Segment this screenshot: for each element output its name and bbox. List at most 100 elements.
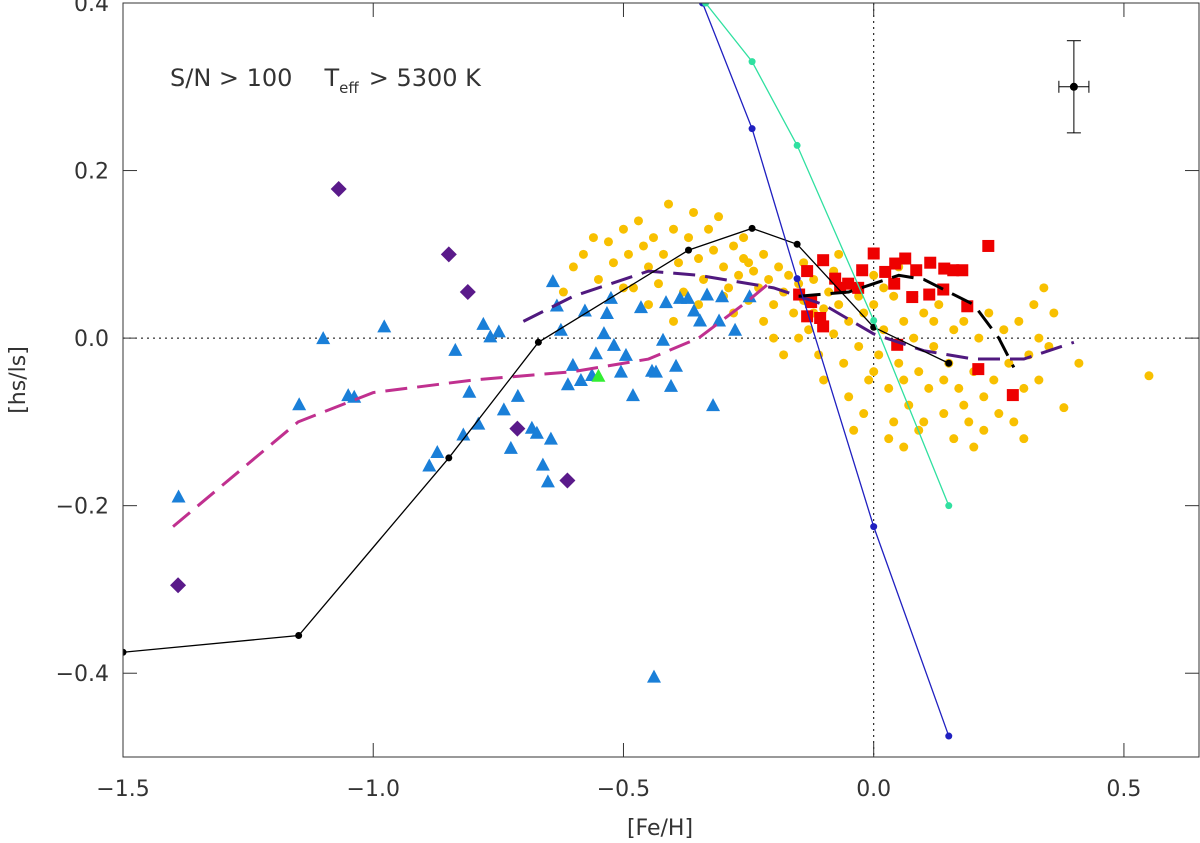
- line-point: [702, 3, 710, 7]
- point: [706, 398, 721, 412]
- point: [844, 392, 854, 402]
- point: [919, 308, 929, 318]
- point: [834, 300, 844, 310]
- error-point: [1069, 82, 1078, 91]
- line-point: [793, 141, 801, 149]
- point: [839, 358, 849, 368]
- y-tick-label: −0.4: [56, 662, 109, 687]
- point: [1034, 333, 1044, 343]
- point: [1029, 300, 1039, 310]
- point: [503, 440, 518, 454]
- point: [947, 264, 960, 277]
- point: [471, 416, 486, 430]
- point: [949, 434, 959, 444]
- point: [874, 350, 884, 360]
- point: [535, 457, 550, 471]
- point: [924, 256, 937, 269]
- point: [1004, 358, 1014, 368]
- point: [974, 333, 984, 343]
- point: [1014, 316, 1024, 326]
- point: [938, 262, 951, 275]
- point: [573, 373, 588, 386]
- point: [170, 577, 187, 594]
- point: [684, 233, 694, 243]
- annotation-part: > 5300 K: [369, 64, 482, 92]
- point: [829, 329, 839, 339]
- point: [693, 313, 708, 327]
- line: [172, 278, 775, 528]
- point: [819, 375, 829, 385]
- point: [937, 283, 950, 296]
- point: [459, 284, 476, 301]
- point: [664, 378, 679, 392]
- y-tick-label: −0.2: [56, 495, 109, 520]
- point: [879, 325, 889, 335]
- point: [648, 233, 658, 243]
- point: [879, 283, 889, 293]
- point: [669, 358, 684, 372]
- point: [817, 254, 830, 267]
- point: [689, 207, 699, 217]
- point: [559, 472, 576, 489]
- point: [638, 241, 648, 251]
- point: [984, 308, 994, 318]
- point: [899, 316, 909, 326]
- point: [491, 324, 506, 338]
- point: [819, 304, 829, 314]
- point: [979, 392, 989, 402]
- point: [869, 367, 879, 377]
- point: [910, 264, 923, 277]
- x-axis-label: [Fe/H]: [627, 816, 693, 841]
- point: [849, 425, 859, 435]
- x-tick-label: −1.0: [347, 777, 400, 802]
- plot-frame: [122, 2, 1200, 758]
- point: [593, 274, 603, 284]
- line-point: [945, 502, 953, 510]
- point: [1019, 434, 1029, 444]
- point: [864, 375, 874, 385]
- point: [899, 375, 909, 385]
- point: [934, 300, 944, 310]
- annotation-part: eff: [339, 79, 359, 97]
- point: [664, 199, 674, 209]
- point: [929, 341, 939, 351]
- point: [842, 277, 855, 290]
- point: [714, 212, 724, 222]
- plot-area: [123, 3, 1199, 757]
- point: [769, 300, 779, 310]
- point: [577, 303, 592, 317]
- point: [889, 417, 899, 427]
- line-point: [748, 58, 756, 66]
- point: [899, 442, 909, 452]
- point: [774, 262, 784, 272]
- point: [856, 264, 869, 277]
- line-point: [870, 523, 878, 531]
- point: [956, 264, 969, 277]
- line-point: [445, 454, 453, 462]
- point: [596, 326, 611, 340]
- annotation-part: S/N > 100: [170, 64, 292, 92]
- point: [939, 409, 949, 419]
- point: [888, 277, 901, 290]
- point: [669, 316, 679, 326]
- point: [799, 258, 809, 268]
- point: [972, 363, 985, 376]
- point: [659, 295, 674, 309]
- point: [483, 329, 498, 343]
- point: [330, 180, 347, 197]
- point: [543, 431, 558, 445]
- point: [422, 458, 437, 472]
- point: [817, 320, 830, 333]
- point: [742, 289, 757, 303]
- point: [430, 445, 445, 459]
- point: [659, 249, 669, 259]
- point: [769, 333, 779, 343]
- point: [606, 337, 621, 351]
- point: [603, 237, 613, 247]
- point: [694, 254, 704, 264]
- point: [1059, 403, 1069, 413]
- y-tick-label: 0.2: [74, 160, 109, 185]
- point: [476, 316, 491, 330]
- point: [719, 262, 729, 272]
